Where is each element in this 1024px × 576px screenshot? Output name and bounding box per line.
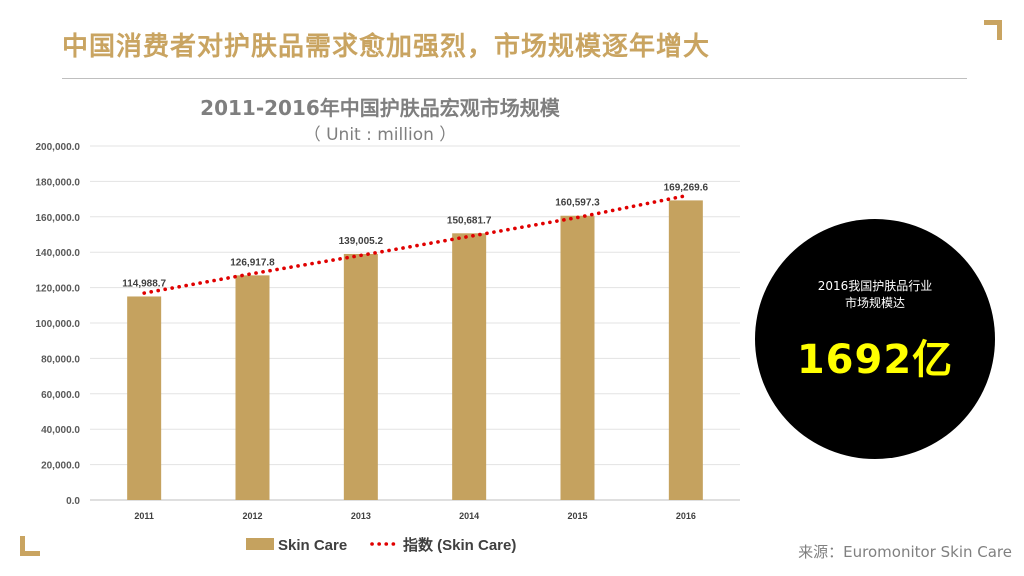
x-tick-label: 2016 — [676, 511, 696, 521]
data-label: 150,681.7 — [447, 215, 492, 226]
bar — [127, 296, 162, 500]
legend-swatch-skin-care — [246, 538, 274, 550]
source-note: 来源：Euromonitor Skin Care — [798, 543, 1012, 561]
legend-label-skin-care: Skin Care — [278, 537, 347, 554]
data-label: 169,269.6 — [664, 182, 709, 193]
y-tick-label: 60,000.0 — [41, 390, 80, 401]
x-tick-label: 2015 — [567, 511, 587, 521]
bar — [560, 215, 595, 500]
x-tick-label: 2014 — [459, 511, 479, 521]
y-tick-label: 40,000.0 — [41, 425, 80, 436]
data-label: 139,005.2 — [339, 236, 384, 247]
data-label: 160,597.3 — [555, 198, 600, 209]
y-tick-label: 180,000.0 — [36, 177, 81, 188]
legend-label-index: 指数 (Skin Care) — [403, 536, 516, 554]
y-tick-label: 160,000.0 — [36, 213, 81, 224]
y-tick-label: 140,000.0 — [36, 248, 81, 259]
y-tick-label: 20,000.0 — [41, 461, 80, 472]
y-tick-label: 100,000.0 — [36, 319, 81, 330]
bar — [668, 200, 703, 500]
callout-line-1: 2016我国护肤品行业 — [817, 279, 933, 293]
x-tick-label: 2013 — [351, 511, 371, 521]
corner-decoration-bottom-left — [20, 536, 40, 556]
bar — [452, 233, 487, 500]
data-label: 114,988.7 — [122, 278, 166, 289]
y-tick-label: 80,000.0 — [41, 354, 80, 365]
x-tick-label: 2012 — [242, 511, 262, 521]
callout-value: 1692亿 — [796, 337, 954, 383]
y-tick-label: 200,000.0 — [36, 142, 81, 153]
corner-decoration-top-right — [984, 20, 1002, 40]
title-divider — [62, 78, 967, 79]
callout-line-2: 市场规模达 — [844, 296, 905, 310]
y-tick-label: 120,000.0 — [36, 284, 81, 295]
index-trend-line — [142, 193, 688, 295]
market-size-chart: 0.0 20,000.0 40,000.0 60,000.0 80,000.0 100,0… — [36, 142, 740, 554]
chart-subtitle: （ Unit : million ） — [303, 125, 457, 145]
bar — [343, 253, 378, 500]
x-tick-label: 2011 — [134, 511, 154, 521]
bar — [235, 275, 270, 500]
chart-title: 2011-2016年中国护肤品宏观市场规模 — [200, 96, 560, 120]
slide-title: 中国消费者对护肤品需求愈加强烈，市场规模逐年增大 — [62, 32, 711, 62]
y-tick-label: 0.0 — [66, 496, 80, 507]
market-size-callout: 2016我国护肤品行业 市场规模达 1692亿 — [755, 219, 995, 459]
data-label: 126,917.8 — [230, 257, 275, 268]
